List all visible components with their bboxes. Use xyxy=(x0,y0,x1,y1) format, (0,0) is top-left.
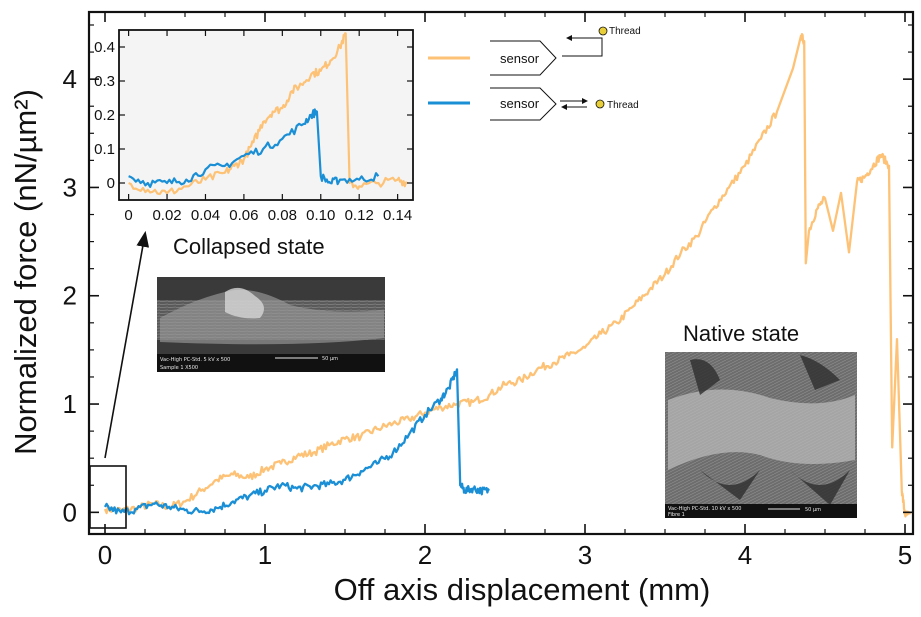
caption-native-state: Native state xyxy=(683,321,799,346)
inset-series-blue-line xyxy=(128,108,380,188)
main-series-layer xyxy=(103,32,911,518)
native-sem-scale: 50 µm xyxy=(805,507,821,513)
inset-x-tick-label: 0 xyxy=(124,207,132,224)
zoom-arrow xyxy=(104,230,150,459)
legend-label-blue: sensor xyxy=(500,96,540,111)
main-series-blue-line xyxy=(103,368,490,516)
legend-thread-blue: Thread xyxy=(607,100,639,111)
inset-x-tick-label: 0.06 xyxy=(229,207,258,224)
inset-x-tick-label: 0.04 xyxy=(191,207,220,224)
main-x-tick-label-2: 2 xyxy=(418,540,432,570)
main-y-tick-label-2: 2 xyxy=(63,281,77,311)
native-sem-footer: Vac-High PC-Std. 10 kV x 500 xyxy=(668,506,741,512)
collapsed-sem-image: Vac-High PC-Std. 5 kV x 500 50 µm Sample… xyxy=(157,277,385,372)
main-y-tick-label-4: 4 xyxy=(63,64,77,94)
main-series-orange-line xyxy=(103,32,911,518)
main-y-tick-label-1: 1 xyxy=(63,389,77,419)
main-y-tick-label-3: 3 xyxy=(63,172,77,202)
inset-series-layer xyxy=(128,32,408,196)
main-ticks-layer: 0 1 2 3 4 5 0 1 2 3 4 xyxy=(63,12,913,570)
x-axis-label: Off axis displacement (mm) xyxy=(334,572,711,607)
inset-plot-background xyxy=(119,30,413,200)
inset-y-tick-label: 0.3 xyxy=(94,73,115,90)
inset-y-tick-label: 0.1 xyxy=(94,141,115,158)
legend-sensor-shape-orange xyxy=(490,40,557,76)
main-x-tick-label-4: 4 xyxy=(738,540,752,570)
caption-collapsed-state: Collapsed state xyxy=(173,234,325,259)
inset-y-tick-label: 0.4 xyxy=(94,39,115,56)
inset-y-tick-label: 0.2 xyxy=(94,107,115,124)
inset-ticks-layer: 0 0.02 0.04 0.06 0.08 0.10 0.12 0.14 0 0.1 0.2 0.3 0… xyxy=(94,30,413,224)
y-axis-label: Normalized force (nN/µm²) xyxy=(8,89,43,455)
legend-sensor-shape-blue xyxy=(490,87,557,121)
legend-pull-arrow-orange xyxy=(562,35,603,57)
inset-series-orange-line xyxy=(128,32,408,196)
legend-label-orange: sensor xyxy=(500,51,540,66)
inset-y-tick-label: 0 xyxy=(107,175,115,192)
inset-x-tick-label: 0.10 xyxy=(306,207,335,224)
main-x-tick-label-3: 3 xyxy=(578,540,592,570)
collapsed-sem-scale: 50 µm xyxy=(322,356,338,362)
main-plot-frame xyxy=(87,10,915,536)
collapsed-sem-sample: Sample 1 X500 xyxy=(160,365,198,371)
legend-thread-orange: Thread xyxy=(609,26,641,37)
collapsed-sem-footer: Vac-High PC-Std. 5 kV x 500 xyxy=(160,357,230,363)
native-sem-image: Vac-High PC-Std. 10 kV x 500 50 µm Fibre… xyxy=(665,352,857,518)
inset-x-tick-label: 0.08 xyxy=(268,207,297,224)
thread-dot-blue xyxy=(595,99,605,109)
main-x-tick-label-1: 1 xyxy=(258,540,272,570)
inset-x-tick-label: 0.14 xyxy=(383,207,412,224)
native-sem-sample: Fibre 1 xyxy=(668,512,685,518)
inset-x-tick-label: 0.02 xyxy=(152,207,181,224)
zoom-region-box xyxy=(89,465,127,529)
main-x-tick-label-5: 5 xyxy=(898,540,912,570)
thread-dot-orange xyxy=(598,26,608,36)
inset-x-tick-label: 0.12 xyxy=(345,207,374,224)
main-x-tick-label-0: 0 xyxy=(98,540,112,570)
legend: sensor Thread sensor Thread xyxy=(428,26,641,121)
main-y-tick-label-0: 0 xyxy=(63,497,77,527)
